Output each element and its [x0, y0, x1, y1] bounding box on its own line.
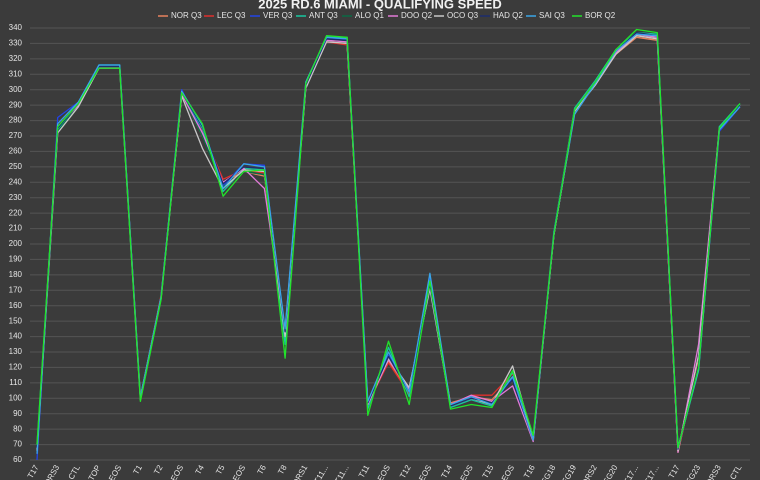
y-tick-label: 110: [9, 378, 22, 387]
legend-label: DOO Q2: [401, 11, 433, 20]
y-tick-label: 220: [9, 208, 23, 217]
legend-label: NOR Q3: [171, 11, 202, 20]
y-tick-label: 310: [9, 69, 23, 78]
y-tick-label: 130: [9, 347, 23, 356]
legend-item: VER Q3: [250, 11, 293, 20]
y-tick-label: 210: [9, 224, 23, 233]
y-tick-label: 150: [9, 316, 23, 325]
y-tick-label: 340: [9, 23, 23, 32]
y-tick-label: 120: [9, 363, 23, 372]
y-tick-label: 270: [9, 131, 23, 140]
y-tick-label: 80: [13, 424, 22, 433]
y-tick-label: 140: [9, 332, 23, 341]
y-tick-label: 190: [9, 255, 23, 264]
y-tick-label: 280: [9, 116, 23, 125]
y-tick-label: 230: [9, 193, 23, 202]
legend-label: HAD Q2: [493, 11, 523, 20]
y-tick-label: 260: [9, 147, 23, 156]
chart-title: 2025 RD.6 MIAMI - QUALIFYING SPEED: [258, 0, 501, 11]
legend-label: ANT Q3: [309, 11, 338, 20]
legend-item: DOO Q2: [388, 11, 433, 20]
y-tick-label: 300: [9, 85, 23, 94]
y-tick-label: 60: [13, 455, 22, 464]
y-tick-label: 330: [9, 39, 23, 48]
y-tick-label: 250: [9, 162, 23, 171]
y-tick-label: 90: [13, 409, 22, 418]
y-tick-label: 290: [9, 100, 23, 109]
legend-label: OCO Q3: [447, 11, 479, 20]
legend-label: LEC Q3: [217, 11, 246, 20]
legend-label: VER Q3: [263, 11, 293, 20]
y-tick-label: 160: [9, 301, 23, 310]
y-tick-label: 100: [9, 393, 23, 402]
y-tick-label: 200: [9, 239, 23, 248]
legend-item: SAI Q3: [526, 11, 565, 20]
legend-label: ALO Q1: [355, 11, 384, 20]
legend-item: ANT Q3: [296, 11, 338, 20]
legend-label: SAI Q3: [539, 11, 565, 20]
legend-item: ALO Q1: [342, 11, 384, 20]
y-tick-label: 180: [9, 270, 23, 279]
legend-label: BOR Q2: [585, 11, 616, 20]
legend-item: BOR Q2: [572, 11, 616, 20]
y-tick-label: 170: [9, 285, 23, 294]
y-tick-label: 320: [9, 54, 23, 63]
series-line: [36, 28, 741, 449]
legend-item: OCO Q3: [434, 11, 479, 20]
legend-item: NOR Q3: [158, 11, 202, 20]
y-tick-label: 70: [13, 440, 22, 449]
legend-item: LEC Q3: [204, 11, 246, 20]
legend-item: HAD Q2: [480, 11, 523, 20]
y-tick-label: 240: [9, 177, 23, 186]
